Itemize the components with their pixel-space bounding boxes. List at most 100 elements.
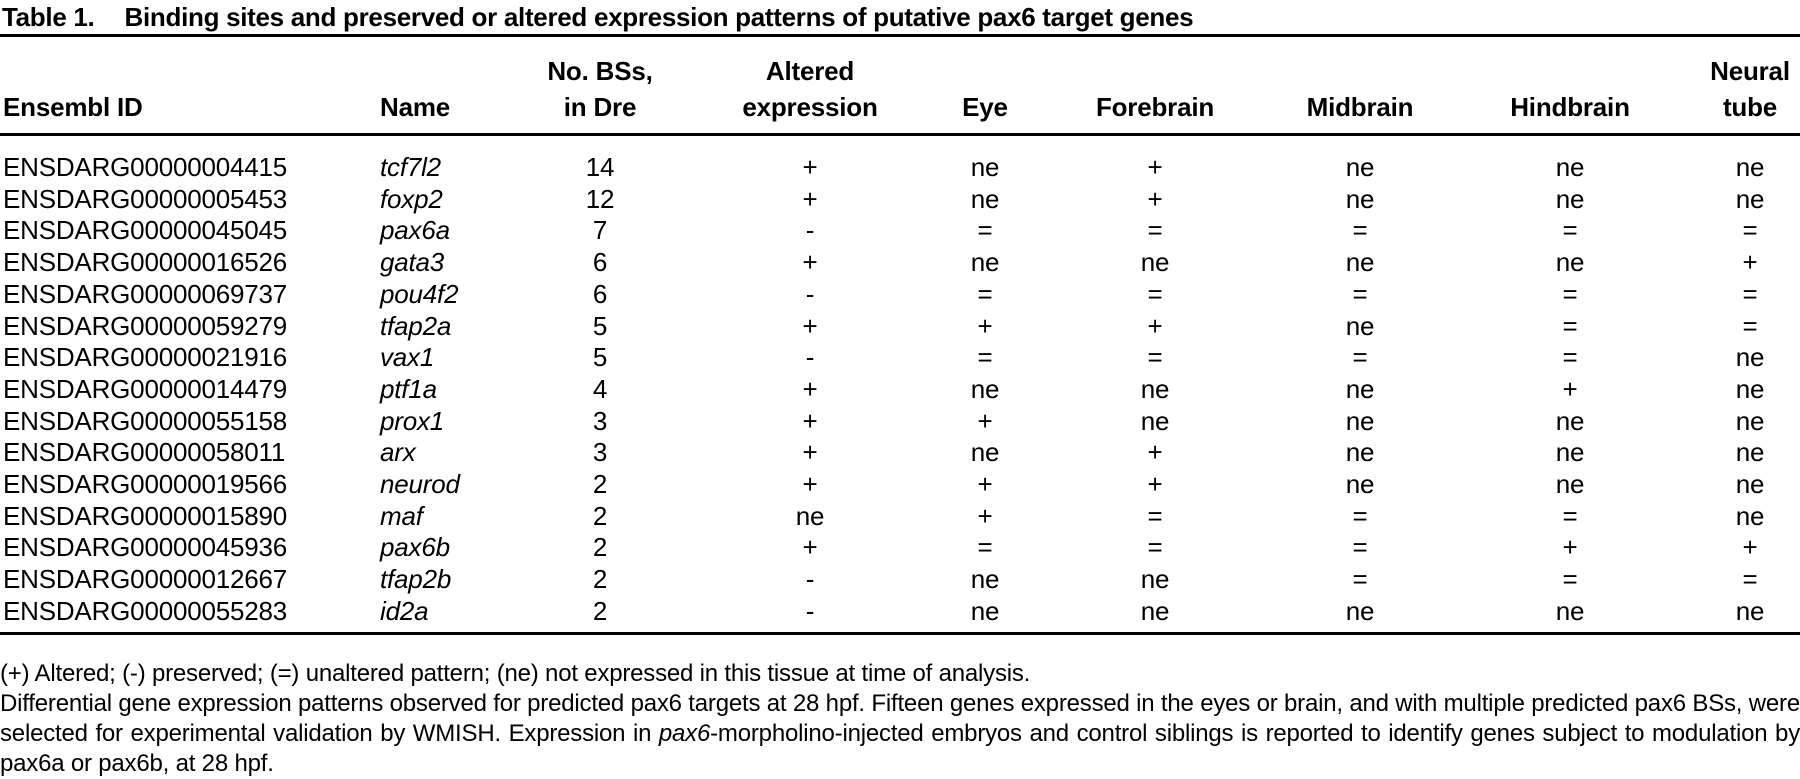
cell-ensembl_id: ENSDARG00000058011: [3, 437, 286, 468]
cell-bss: 2: [592, 469, 608, 500]
cell-name: tcf7l2: [380, 152, 441, 182]
table-row: ENSDARG00000012667 tfap2b 2 - ne ne = = =: [0, 564, 1800, 596]
cell-forebrain: ne: [1140, 405, 1170, 436]
cell-hindbrain: ne: [1555, 152, 1585, 182]
cell-name: pax6b: [380, 532, 450, 563]
cell-name: tfap2a: [380, 310, 452, 341]
cell-bss: 2: [592, 532, 608, 563]
cell-hindbrain: +: [1562, 373, 1578, 404]
column-header-bss: No. BSs, in Dre: [547, 56, 653, 122]
cell-bss: 14: [585, 152, 615, 182]
table-row: ENSDARG00000014479 ptf1a 4 + ne ne ne + ne: [0, 374, 1800, 406]
cell-ensembl_id: ENSDARG00000055158: [3, 405, 288, 436]
cell-name: foxp2: [380, 183, 443, 214]
cell-altered: +: [802, 152, 818, 182]
table-row: ENSDARG00000015890 maf 2 ne + = = = ne: [0, 501, 1800, 533]
cell-name: vax1: [380, 342, 435, 373]
cell-neural_tube: ne: [1735, 469, 1765, 500]
cell-altered: +: [802, 469, 818, 500]
table-row: ENSDARG00000021916 vax1 5 - = = = = ne: [0, 342, 1800, 374]
cell-eye: ne: [970, 183, 1000, 214]
cell-altered: -: [805, 278, 815, 309]
column-header-hindbrain: Hindbrain: [1510, 92, 1630, 122]
cell-eye: =: [977, 532, 993, 563]
cell-bss: 6: [592, 247, 608, 278]
cell-bss: 3: [592, 405, 608, 436]
cell-neural_tube: ne: [1735, 437, 1765, 468]
cell-hindbrain: ne: [1555, 437, 1585, 468]
cell-midbrain: ne: [1345, 183, 1375, 214]
cell-bss: 4: [592, 373, 608, 404]
cell-ensembl_id: ENSDARG00000045045: [3, 215, 288, 246]
cell-altered: -: [805, 342, 815, 373]
cell-forebrain: ne: [1140, 373, 1170, 404]
cell-hindbrain: =: [1562, 215, 1578, 246]
cell-neural_tube: +: [1742, 247, 1758, 278]
cell-forebrain: ne: [1140, 564, 1170, 595]
cell-ensembl_id: ENSDARG00000055283: [3, 595, 288, 626]
cell-name: arx: [380, 437, 416, 468]
cell-midbrain: =: [1352, 500, 1368, 531]
cell-ensembl_id: ENSDARG00000016526: [3, 247, 288, 278]
cell-eye: +: [977, 405, 993, 436]
cell-ensembl_id: ENSDARG00000015890: [3, 500, 288, 531]
cell-midbrain: ne: [1345, 405, 1375, 436]
cell-forebrain: =: [1147, 278, 1163, 309]
cell-neural_tube: ne: [1735, 500, 1765, 531]
table-row: ENSDARG00000055158 prox1 3 + + ne ne ne ne: [0, 406, 1800, 438]
cell-altered: -: [805, 215, 815, 246]
cell-hindbrain: =: [1562, 564, 1578, 595]
cell-hindbrain: =: [1562, 310, 1578, 341]
cell-ensembl_id: ENSDARG00000069737: [3, 278, 288, 309]
footnotes: (+) Altered; (-) preserved; (=) unaltere…: [0, 659, 1800, 779]
cell-ensembl_id: ENSDARG00000005453: [3, 183, 288, 214]
column-header-neural_tube: Neural tube: [1710, 56, 1790, 122]
table-row: ENSDARG00000019566 neurod 2 + + + ne ne ne: [0, 469, 1800, 501]
table-row: ENSDARG00000059279 tfap2a 5 + + + ne = =: [0, 311, 1800, 343]
cell-midbrain: ne: [1345, 373, 1375, 404]
cell-ensembl_id: ENSDARG00000004415: [3, 152, 288, 182]
cell-altered: +: [802, 247, 818, 278]
cell-altered: ne: [795, 500, 825, 531]
cell-neural_tube: =: [1742, 215, 1758, 246]
cell-name: id2a: [380, 595, 429, 626]
table-row: ENSDARG00000005453 foxp2 12 + ne + ne ne ne: [0, 184, 1800, 216]
cell-ensembl_id: ENSDARG00000021916: [3, 342, 288, 373]
cell-midbrain: ne: [1345, 437, 1375, 468]
table-body: ENSDARG00000004415 tcf7l2 14 + ne + ne ne ne ENSD…: [0, 135, 1800, 634]
cell-eye: ne: [970, 564, 1000, 595]
cell-midbrain: =: [1352, 215, 1368, 246]
cell-hindbrain: ne: [1555, 469, 1585, 500]
cell-neural_tube: ne: [1735, 405, 1765, 436]
cell-ensembl_id: ENSDARG00000045936: [3, 532, 288, 563]
table-number: Table 1.: [2, 2, 95, 32]
binding-sites-table: Ensembl ID Name No. BSs, in Dre Altered expre…: [0, 37, 1800, 635]
cell-bss: 2: [592, 564, 608, 595]
cell-altered: +: [802, 183, 818, 214]
description-part-2: -morpholino-injected embryos and control…: [0, 719, 1800, 777]
cell-eye: ne: [970, 437, 1000, 468]
column-header-ensembl_id: Ensembl ID: [3, 92, 143, 122]
cell-name: pou4f2: [380, 278, 459, 309]
column-header-name: Name: [380, 92, 451, 122]
cell-bss: 12: [585, 183, 615, 214]
cell-neural_tube: ne: [1735, 183, 1765, 214]
rule-under-title: [0, 34, 1800, 37]
cell-forebrain: +: [1147, 310, 1163, 341]
cell-forebrain: =: [1147, 342, 1163, 373]
cell-eye: ne: [970, 247, 1000, 278]
cell-hindbrain: =: [1562, 500, 1578, 531]
cell-ensembl_id: ENSDARG00000012667: [3, 564, 288, 595]
cell-forebrain: ne: [1140, 595, 1170, 626]
column-header-altered: Altered expression: [742, 56, 878, 122]
cell-forebrain: +: [1147, 183, 1163, 214]
cell-neural_tube: ne: [1735, 152, 1765, 182]
cell-ensembl_id: ENSDARG00000014479: [3, 373, 288, 404]
cell-bss: 3: [592, 437, 608, 468]
cell-forebrain: =: [1147, 500, 1163, 531]
cell-eye: +: [977, 310, 993, 341]
cell-altered: +: [802, 405, 818, 436]
cell-ensembl_id: ENSDARG00000059279: [3, 310, 288, 341]
cell-midbrain: ne: [1345, 469, 1375, 500]
